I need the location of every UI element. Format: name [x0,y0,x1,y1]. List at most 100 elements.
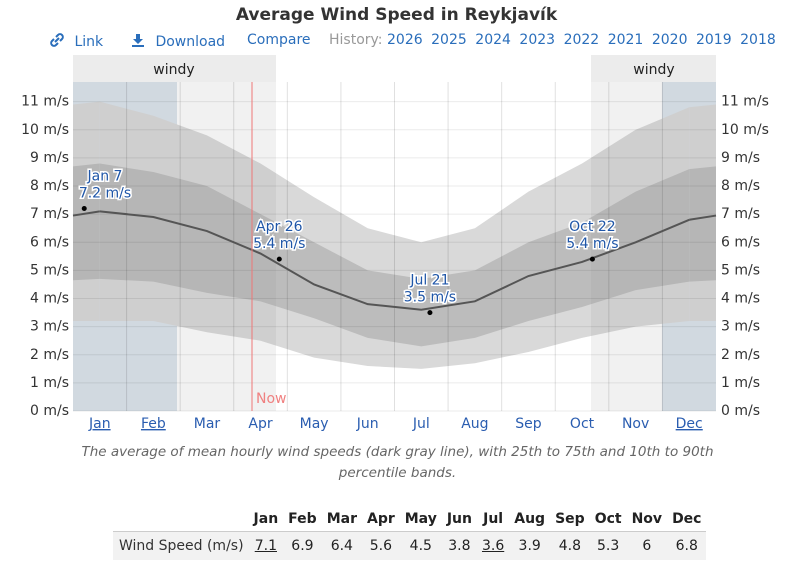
table-cell: 7.1 [248,531,284,560]
annotation-value: 5.4 m/s [566,236,618,252]
download-text: Download [155,34,226,50]
annotation-dot [427,310,433,316]
x-tick-label: Aug [461,416,488,432]
link-text: Link [74,34,104,50]
y-tick-label: 3 m/s [721,319,760,335]
download-icon [132,34,144,47]
y-tick-label: 1 m/s [721,375,760,391]
y-tick-label: 7 m/s [721,206,760,222]
history-label: History: [329,32,383,48]
table-header: Sep [555,511,585,527]
windy-bg [73,55,276,82]
download[interactable]: Download [131,32,225,50]
annotation-dot [276,256,282,262]
table-cell: 3.9 [509,531,551,560]
x-tick-label: Dec [676,416,703,432]
y-tick-label: 4 m/s [30,291,69,307]
year-link[interactable]: 2020 [651,32,688,48]
table-header: Apr [366,511,395,527]
table-header: Jan [253,511,279,527]
x-tick-label: Feb [141,416,166,432]
year-link[interactable]: 2022 [563,32,600,48]
annotation-value: 5.4 m/s [253,236,305,252]
line-wrap [72,210,717,221]
band-wrap [73,163,100,281]
x-tick-label: Apr [248,416,272,432]
table-header: Oct [594,511,622,527]
y-tick-label: 6 m/s [721,234,760,250]
y-tick-label: 9 m/s [30,150,69,166]
x-tick-label: Oct [570,416,595,432]
year-link[interactable]: 2023 [519,32,556,48]
windy-bg [591,55,716,82]
table: Jan Feb Mar Apr May Jun Jul Aug Sep Oct Nov Dec Wind… [113,507,707,560]
x-tick-label: May [300,416,329,432]
y-tick-label: 11 m/s [21,94,69,110]
chart-title: Average Wind Speed in Reykjavík [235,5,558,25]
table-cell: 4.8 [550,531,590,560]
x-tick-label: Sep [515,416,542,432]
x-tick-label: Jan [88,416,111,432]
annotation-date: Apr 26 [256,219,303,235]
compare[interactable]: Compare [247,32,311,48]
table-cell: 5.6 [361,531,400,560]
y-tick-label: 0 m/s [30,403,69,419]
y-tick-label: 0 m/s [721,403,760,419]
table-cell: 6.8 [667,531,707,560]
y-tick-label: 5 m/s [30,262,69,278]
chart: windy windy 0 m/s 0 m/s 1 m/s 1 m/s 2 m/s 2 m/s… [21,55,769,432]
annotation-value: 3.5 m/s [404,290,456,306]
table-cell: 3.8 [441,531,477,560]
y-tick-label: 9 m/s [721,150,760,166]
row-label: Wind Speed (m/s) [113,531,249,560]
y-tick-label: 7 m/s [30,206,69,222]
y-tick-label: 4 m/s [721,291,760,307]
annotation-date: Jan 7 [87,169,123,185]
annotation-dot [81,206,87,212]
year-link[interactable]: 2026 [387,32,423,48]
table-header: May [404,511,437,527]
annotation-date: Oct 22 [569,219,615,235]
table-header: Dec [672,511,702,527]
table-cell: 5.3 [589,531,627,560]
x-tick-label: Mar [194,416,221,432]
table-cell: 3.6 [476,531,510,560]
year-link[interactable]: 2025 [431,32,467,48]
year-link[interactable]: 2024 [475,32,511,48]
now-label: Now [256,391,287,407]
band-wrap [689,166,716,282]
caption: The average of mean hourly wind speeds (… [81,444,714,481]
years: 2026 2025 2024 2023 2022 2021 2020 2019 2018 [387,32,784,48]
table-header: Feb [288,511,317,527]
x-tick-label: Jul [412,416,430,432]
x-tick-label: Jun [356,416,379,432]
annotation-date: Jul 21 [409,273,449,289]
y-tick-label: 8 m/s [721,178,760,194]
band [99,163,690,347]
table-cell: 6 [626,531,668,560]
annotation-dot [589,256,595,262]
y-tick-label: 2 m/s [30,347,69,363]
table-cell: 6.9 [283,531,322,560]
table-header: Mar [326,511,357,527]
link-icon [50,33,64,47]
annotation-value: 7.2 m/s [79,186,131,202]
y-tick-label: 10 m/s [721,122,769,138]
table-header: Jul [483,511,504,527]
y-tick-label: 11 m/s [721,94,769,110]
year-link[interactable]: 2018 [740,32,776,48]
table-header: Nov [631,511,663,527]
y-tick-label: 2 m/s [721,347,760,363]
y-tick-label: 5 m/s [721,262,760,278]
year-link[interactable]: 2021 [607,32,644,48]
season-label: windy [633,62,674,78]
year-link[interactable]: 2019 [695,32,732,48]
windy-overlay [591,82,716,411]
link[interactable]: Link [50,32,103,50]
y-tick-label: 6 m/s [30,234,69,250]
x-tick-label: Nov [622,416,649,432]
y-tick-label: 3 m/s [30,319,69,335]
y-tick-label: 10 m/s [21,122,69,138]
y-tick-label: 1 m/s [30,375,69,391]
